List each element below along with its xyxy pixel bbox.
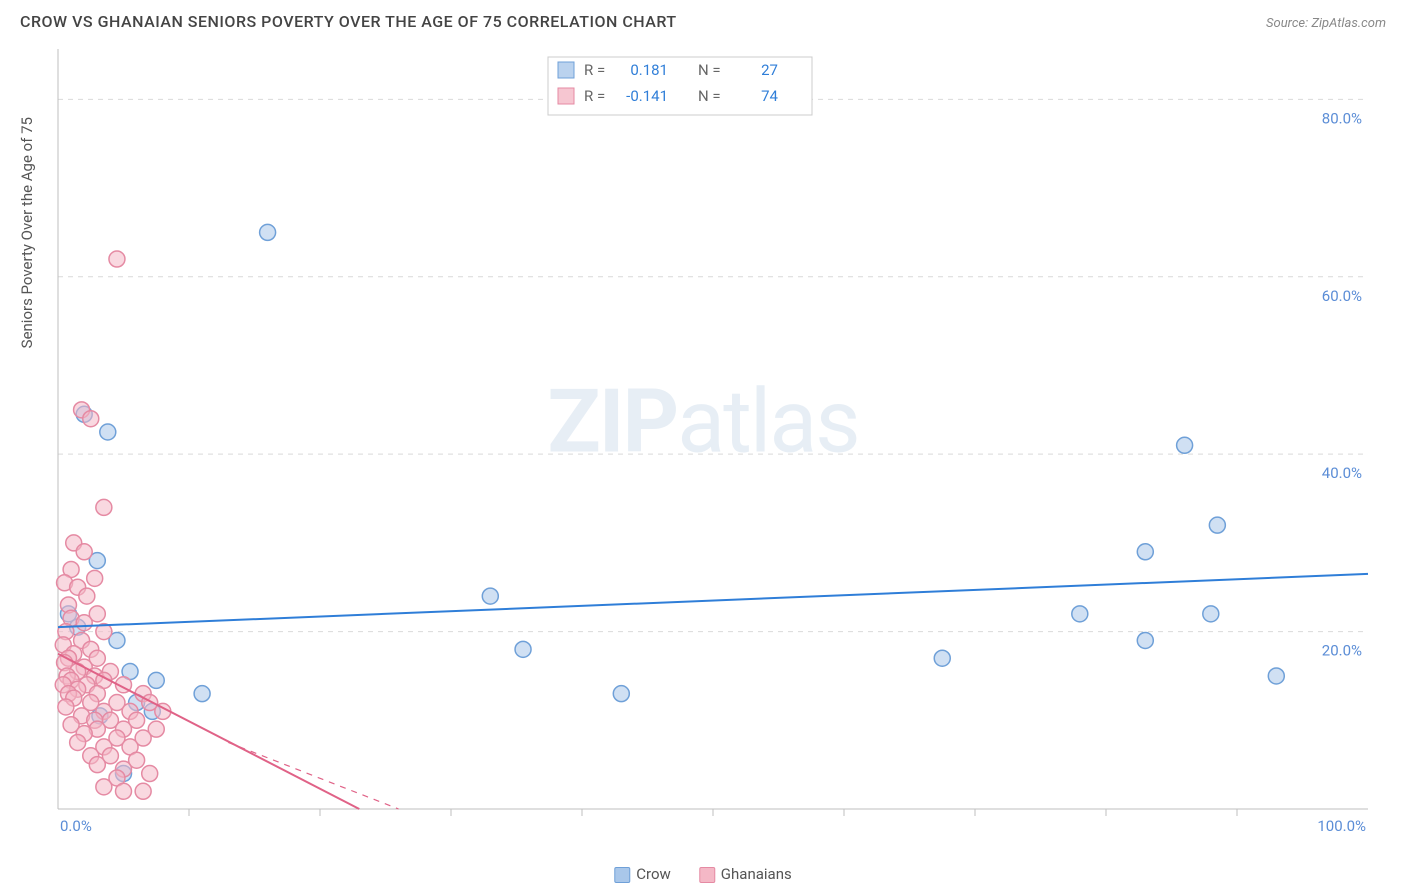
data-point[interactable] <box>613 686 629 702</box>
y-tick-label: 40.0% <box>1322 464 1362 482</box>
data-point[interactable] <box>76 544 92 560</box>
series-legend: Crow Ghanaians <box>614 865 791 883</box>
chart-area: Seniors Poverty Over the Age of 75 ZIPat… <box>0 39 1406 889</box>
data-point[interactable] <box>1268 668 1284 684</box>
legend-swatch <box>699 867 715 883</box>
y-tick-label: 60.0% <box>1322 287 1362 305</box>
stats-swatch <box>558 88 574 104</box>
legend-item[interactable]: Ghanaians <box>699 865 792 883</box>
trend-line <box>58 574 1368 627</box>
stats-N-label: N = <box>698 87 721 105</box>
source-attribution: Source: ZipAtlas.com <box>1266 12 1386 31</box>
legend-label: Crow <box>636 865 671 883</box>
data-point[interactable] <box>116 783 132 799</box>
data-point[interactable] <box>76 615 92 631</box>
source-prefix: Source: <box>1266 16 1311 31</box>
stats-swatch <box>558 62 574 78</box>
stats-N-value: 74 <box>761 87 778 105</box>
data-point[interactable] <box>87 570 103 586</box>
data-point[interactable] <box>482 588 498 604</box>
data-point[interactable] <box>1072 606 1088 622</box>
data-point[interactable] <box>89 757 105 773</box>
data-point[interactable] <box>142 766 158 782</box>
data-point[interactable] <box>260 224 276 240</box>
stats-R-value: -0.141 <box>626 87 668 105</box>
stats-R-label: R = <box>584 61 605 79</box>
data-point[interactable] <box>1177 437 1193 453</box>
source-name: ZipAtlas.com <box>1311 16 1386 31</box>
data-point[interactable] <box>70 734 86 750</box>
legend-item[interactable]: Crow <box>614 865 671 883</box>
data-point[interactable] <box>109 251 125 267</box>
data-point[interactable] <box>100 424 116 440</box>
x-min-label: 0.0% <box>60 817 92 831</box>
y-tick-label: 80.0% <box>1322 109 1362 127</box>
legend-label: Ghanaians <box>721 865 792 883</box>
stats-R-label: R = <box>584 87 605 105</box>
data-point[interactable] <box>135 783 151 799</box>
data-point[interactable] <box>1209 517 1225 533</box>
data-point[interactable] <box>1137 544 1153 560</box>
data-point[interactable] <box>58 699 74 715</box>
x-max-label: 100.0% <box>1317 817 1366 831</box>
chart-title: CROW VS GHANAIAN SENIORS POVERTY OVER TH… <box>20 12 677 31</box>
data-point[interactable] <box>96 499 112 515</box>
data-point[interactable] <box>96 779 112 795</box>
data-point[interactable] <box>1137 632 1153 648</box>
stats-N-value: 27 <box>761 61 778 79</box>
stats-N-label: N = <box>698 61 721 79</box>
stats-R-value: 0.181 <box>630 61 668 79</box>
data-point[interactable] <box>79 588 95 604</box>
trend-line-dash <box>228 742 398 809</box>
y-tick-label: 20.0% <box>1322 642 1362 660</box>
y-axis-label: Seniors Poverty Over the Age of 75 <box>18 117 36 348</box>
data-point[interactable] <box>934 650 950 666</box>
data-point[interactable] <box>515 641 531 657</box>
scatter-plot: 20.0% 40.0% 60.0% 80.0% 0.0% 100.0% R = 0.181 N … <box>48 39 1388 831</box>
legend-swatch <box>614 867 630 883</box>
data-point[interactable] <box>148 672 164 688</box>
data-point[interactable] <box>1203 606 1219 622</box>
data-point[interactable] <box>194 686 210 702</box>
data-point[interactable] <box>83 411 99 427</box>
